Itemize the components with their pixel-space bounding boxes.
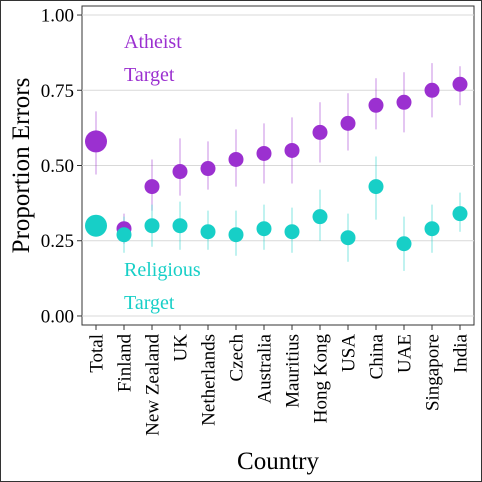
point-religious-uk [172, 218, 188, 234]
point-atheist-total [85, 130, 107, 153]
point-atheist-australia [256, 145, 272, 161]
point-religious-india [452, 206, 468, 222]
x-tick-label-mauritius: Mauritius [283, 334, 304, 408]
x-tick-label-uk: UK [171, 334, 192, 362]
x-tick-label-czech: Czech [227, 334, 248, 382]
point-atheist-china [368, 97, 384, 113]
point-religious-hong-kong [312, 209, 328, 225]
x-tick-label-australia: Australia [255, 333, 276, 403]
x-axis: Total Finland New Zealand UK Netherlands Czec… [87, 325, 472, 436]
x-axis-title: Country [237, 448, 319, 475]
x-tick-label-uae: UAE [395, 334, 416, 373]
point-atheist-hong-kong [312, 124, 328, 140]
y-tick-label: 1.00 [41, 6, 74, 27]
annotation-religious-line-2: Target [124, 292, 175, 314]
point-atheist-mauritius [284, 142, 300, 158]
point-religious-mauritius [284, 224, 300, 240]
y-axis: 0.00 0.25 0.50 0.75 1.00 [41, 6, 82, 327]
point-religious-total [85, 214, 107, 237]
x-tick-label-finland: Finland [115, 334, 136, 393]
y-tick-label: 0.75 [41, 81, 74, 102]
point-religious-finland [116, 227, 132, 243]
point-atheist-india [452, 76, 468, 92]
point-atheist-new-zealand [144, 179, 160, 195]
y-tick-label: 0.00 [41, 306, 74, 327]
point-atheist-singapore [424, 82, 440, 98]
x-tick-label-netherlands: Netherlands [199, 334, 220, 426]
point-religious-australia [256, 221, 272, 237]
annotation-atheist-line-2: Target [124, 64, 175, 86]
point-religious-china [368, 179, 384, 195]
point-atheist-uae [396, 94, 412, 110]
annotation-religious-line-1: Religious [124, 259, 201, 281]
point-atheist-uk [172, 164, 188, 180]
x-tick-label-china: China [367, 333, 388, 379]
y-tick-label: 0.25 [41, 231, 74, 252]
point-religious-singapore [424, 221, 440, 237]
point-religious-usa [340, 230, 356, 246]
x-tick-label-singapore: Singapore [423, 334, 444, 411]
point-atheist-czech [228, 151, 244, 167]
x-tick-label-hong-kong: Hong Kong [311, 334, 332, 424]
data-points [85, 76, 468, 252]
x-tick-label-new-zealand: New Zealand [143, 334, 164, 436]
y-tick-label: 0.50 [41, 156, 74, 177]
annotations: Atheist Target Religious Target [124, 31, 201, 314]
point-religious-czech [228, 227, 244, 243]
y-axis-title: Proportion Errors [8, 78, 35, 254]
x-tick-label-india: India [451, 333, 472, 373]
x-tick-label-total: Total [87, 334, 108, 373]
point-atheist-netherlands [200, 161, 216, 177]
point-religious-new-zealand [144, 218, 160, 234]
point-religious-uae [396, 236, 412, 252]
annotation-atheist-line-1: Atheist [124, 31, 182, 53]
x-tick-label-usa: USA [339, 334, 360, 372]
point-atheist-usa [340, 115, 356, 131]
point-religious-netherlands [200, 224, 216, 240]
